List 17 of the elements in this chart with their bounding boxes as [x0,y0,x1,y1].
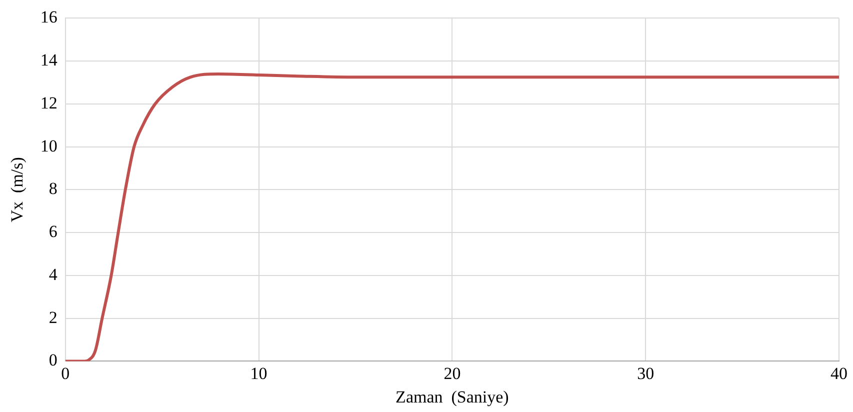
line-series [65,72,839,362]
y-tick-label: 14 [40,50,58,70]
x-tick-label: 0 [61,364,70,383]
x-tick-label: 20 [444,364,461,383]
y-axis-title: Vx (m/s) [8,157,27,222]
x-tick-label: 30 [637,364,654,383]
y-tick-label: 2 [48,308,58,327]
y-tick-label: 8 [48,179,58,198]
y-tick-label: 16 [40,8,58,27]
y-tick-label: 6 [48,222,58,242]
y-tick-label: 0 [48,350,58,370]
y-tick-label: 10 [40,136,58,156]
y-tick-label: 4 [48,264,58,284]
x-tick-label: 10 [250,364,268,383]
x-tick-label: 40 [830,364,848,383]
y-tick-label: 12 [40,93,58,112]
x-axis-title: Zaman (Saniye) [396,387,509,406]
